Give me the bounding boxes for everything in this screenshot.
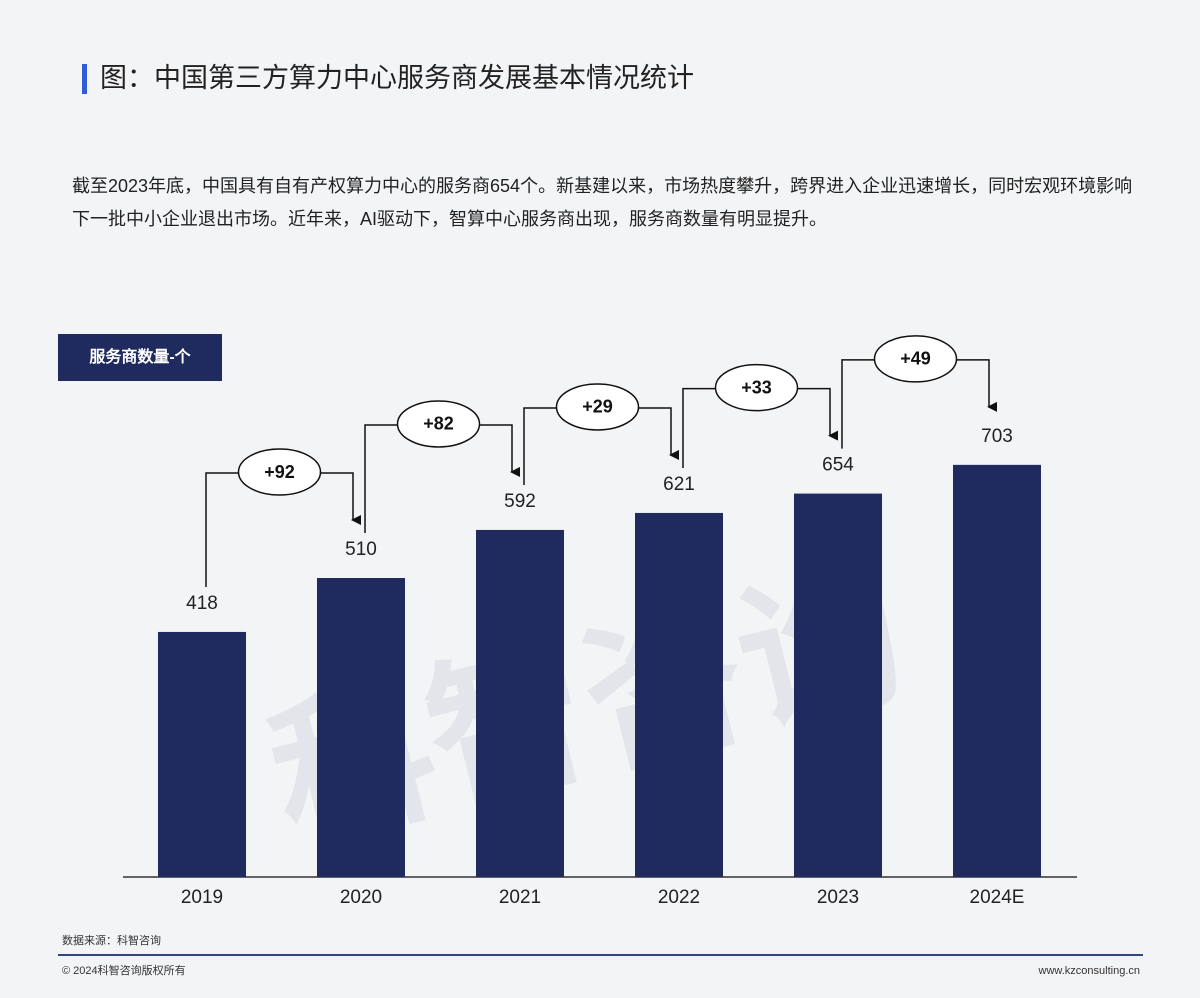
delta-label: +29 [582, 397, 613, 417]
source: 数据来源：科智咨询 [62, 933, 161, 947]
description: 截至2023年底，中国具有自有产权算力中心的服务商654个。新基建以来，市场热度… [72, 176, 1133, 229]
value-label: 654 [822, 455, 854, 476]
value-label: 510 [345, 539, 377, 560]
x-tick-label: 2021 [499, 887, 541, 908]
title-accent [82, 64, 87, 94]
delta-label: +92 [264, 462, 295, 482]
copyright: © 2024科智咨询版权所有 [62, 963, 186, 977]
value-label: 703 [981, 426, 1013, 447]
delta-bubble [237, 448, 322, 496]
bar [794, 493, 882, 877]
delta-bubble [873, 335, 958, 383]
bar [953, 464, 1041, 877]
delta-bubble [555, 383, 640, 431]
value-label: 592 [504, 491, 536, 512]
title: 图：中国第三方算力中心服务商发展基本情况统计 [100, 63, 694, 93]
delta-label: +49 [900, 349, 931, 369]
x-tick-label: 2023 [817, 887, 859, 908]
x-tick-label: 2019 [181, 887, 223, 908]
delta-label: +33 [741, 377, 772, 397]
bar [635, 512, 723, 877]
x-tick-label: 2022 [658, 887, 700, 908]
website: www.kzconsulting.cn [1038, 965, 1141, 977]
bar [158, 631, 246, 877]
badge [58, 334, 222, 381]
badge-text: 服务商数量-个 [89, 347, 191, 366]
delta-bubble [714, 363, 799, 412]
delta-bubble [396, 400, 481, 448]
bar [476, 529, 564, 877]
bar [317, 578, 405, 877]
value-label: 418 [186, 593, 218, 614]
x-tick-label: 2020 [340, 887, 382, 908]
value-label: 621 [663, 474, 695, 495]
x-tick-label: 2024E [970, 887, 1025, 908]
delta-label: +82 [423, 414, 454, 434]
